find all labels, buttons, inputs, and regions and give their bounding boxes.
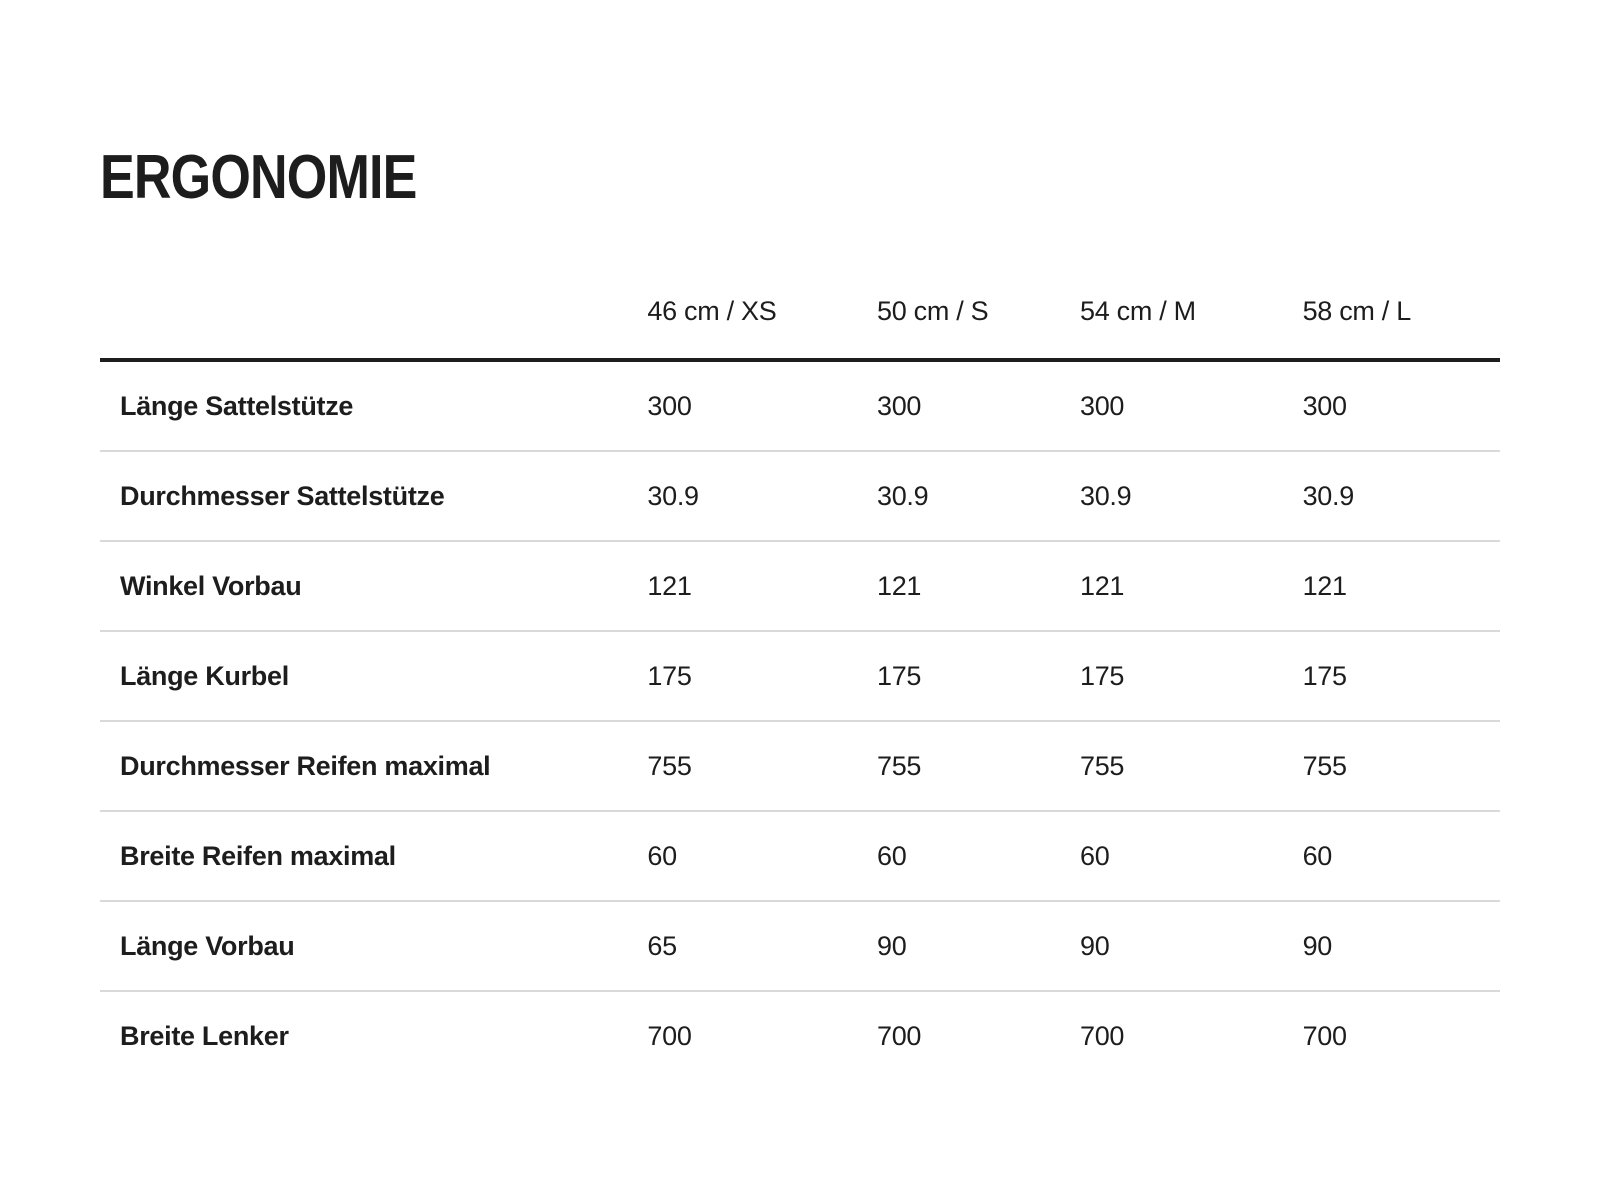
- spec-value: 30.9: [876, 451, 1080, 542]
- spec-value: 60: [876, 811, 1080, 902]
- spec-value: 60: [1302, 811, 1500, 902]
- spec-value: 60: [647, 811, 877, 902]
- spec-value: 121: [647, 541, 877, 632]
- spec-value: 755: [1079, 721, 1303, 812]
- table-row: Breite Reifen maximal 60 60 60 60: [100, 811, 1500, 902]
- table-body: Länge Sattelstütze 300 300 300 300 Durch…: [100, 360, 1500, 1080]
- row-label: Breite Reifen maximal: [100, 811, 648, 902]
- spec-value: 30.9: [1079, 451, 1303, 542]
- row-label: Breite Lenker: [120, 1020, 289, 1051]
- spec-value: 30.9: [647, 451, 877, 542]
- table-row: Durchmesser Reifen maximal 755 755 755 7…: [100, 721, 1500, 812]
- spec-value: 300: [647, 360, 877, 452]
- spec-value: 175: [1079, 631, 1303, 722]
- spec-value: 121: [1079, 541, 1303, 632]
- spec-value: 30.9: [1302, 451, 1500, 542]
- header-row: 46 cm / XS 50 cm / S 54 cm / M 58 cm / L: [100, 295, 1500, 362]
- table-row: Länge Sattelstütze 300 300 300 300: [100, 360, 1500, 452]
- spec-value: 90: [1302, 901, 1500, 992]
- row-label: Durchmesser Reifen maximal: [100, 721, 648, 812]
- column-header-l: 58 cm / L: [1302, 295, 1500, 362]
- row-label: Länge Vorbau: [100, 901, 648, 992]
- table-row: Winkel Vorbau 121 121 121 121: [100, 541, 1500, 632]
- ergonomics-table: 46 cm / XS 50 cm / S 54 cm / M 58 cm / L…: [100, 295, 1500, 1080]
- page-title: ERGONOMIE: [100, 143, 417, 212]
- column-header-xs: 46 cm / XS: [647, 295, 877, 362]
- spec-value: 300: [1079, 360, 1303, 452]
- spec-value: 121: [1302, 541, 1500, 632]
- table-header: 46 cm / XS 50 cm / S 54 cm / M 58 cm / L: [100, 295, 1500, 362]
- spec-value: 65: [647, 901, 877, 992]
- row-label: Länge Sattelstütze: [100, 360, 648, 452]
- spec-value: 121: [876, 541, 1080, 632]
- spec-value: 700: [876, 1020, 922, 1051]
- spec-value: 60: [1079, 811, 1303, 902]
- table-row: Durchmesser Sattelstütze 30.9 30.9 30.9 …: [100, 451, 1500, 542]
- header-spacer: [100, 295, 648, 362]
- spec-value: 300: [1302, 360, 1500, 452]
- column-header-m: 54 cm / M: [1079, 295, 1303, 362]
- column-header-s: 50 cm / S: [876, 295, 1080, 362]
- spec-value: 175: [876, 631, 1080, 722]
- spec-value: 755: [647, 721, 877, 812]
- table-row: Länge Kurbel 175 175 175 175: [100, 631, 1500, 722]
- spec-value: 755: [1302, 721, 1500, 812]
- spec-value: 700: [647, 1020, 692, 1051]
- spec-value: 175: [647, 631, 877, 722]
- spec-value: 700: [1079, 1020, 1125, 1051]
- spec-value: 90: [876, 901, 1080, 992]
- spec-value: 755: [876, 721, 1080, 812]
- spec-value: 700: [1302, 1020, 1347, 1051]
- spec-value: 90: [1079, 901, 1303, 992]
- row-label: Durchmesser Sattelstütze: [100, 451, 648, 542]
- row-label: Länge Kurbel: [100, 631, 648, 722]
- spec-value: 300: [876, 360, 1080, 452]
- row-label: Winkel Vorbau: [100, 541, 648, 632]
- table-row: Länge Vorbau 65 90 90 90: [100, 901, 1500, 992]
- table-row: Breite Lenker 700 700 700 700: [100, 991, 1500, 1080]
- ergonomics-page: ERGONOMIE 46 cm / XS 50 cm / S 54 cm / M…: [100, 143, 1500, 1080]
- spec-value: 175: [1302, 631, 1500, 722]
